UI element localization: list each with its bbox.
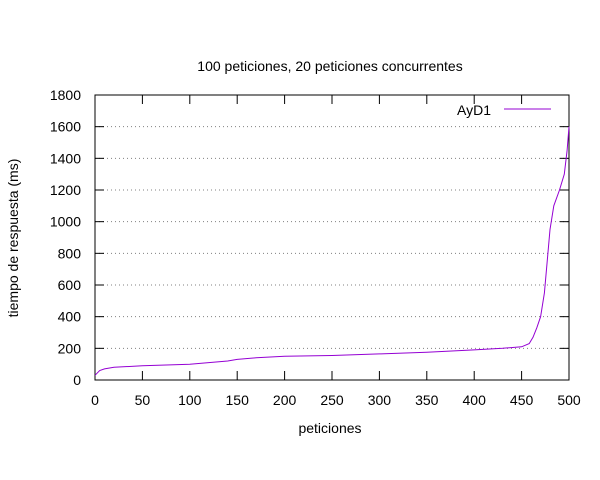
x-tick-label: 500 xyxy=(557,392,581,408)
y-tick-label: 600 xyxy=(58,277,82,293)
y-tick-label: 0 xyxy=(73,372,81,388)
x-tick-label: 300 xyxy=(368,392,392,408)
y-tick-label: 800 xyxy=(58,245,82,261)
x-tick-label: 350 xyxy=(415,392,439,408)
grid-lines xyxy=(95,126,569,349)
x-tick-label: 150 xyxy=(226,392,250,408)
x-tick-label: 0 xyxy=(91,392,99,408)
y-tick-label: 200 xyxy=(58,340,82,356)
plot-frame xyxy=(94,94,570,381)
x-tick-label: 250 xyxy=(320,392,344,408)
y-tick-label: 1200 xyxy=(50,182,81,198)
x-tick-label: 100 xyxy=(178,392,202,408)
series-line-0 xyxy=(94,126,570,376)
y-tick-label: 1600 xyxy=(50,119,81,135)
legend: AyD1 xyxy=(457,102,551,118)
axis-ticks: 0 200 400 600 800 1000 1200 1400 1600 1800 0 50 100 1… xyxy=(50,87,581,408)
y-axis-label: tiempo de respuesta (ms) xyxy=(5,159,21,318)
y-tick-label: 1000 xyxy=(50,214,81,230)
legend-label-ayd1: AyD1 xyxy=(457,102,491,118)
y-tick-label: 1800 xyxy=(50,87,81,103)
series-layer xyxy=(94,126,570,376)
y-tick-label: 400 xyxy=(58,309,82,325)
x-tick-label: 450 xyxy=(510,392,534,408)
x-tick-label: 50 xyxy=(135,392,151,408)
chart-title: 100 peticiones, 20 peticiones concurrent… xyxy=(197,58,462,74)
x-tick-label: 200 xyxy=(273,392,297,408)
y-tick-label: 1400 xyxy=(50,150,81,166)
x-tick-label: 400 xyxy=(463,392,487,408)
x-axis-label: peticiones xyxy=(298,420,361,436)
